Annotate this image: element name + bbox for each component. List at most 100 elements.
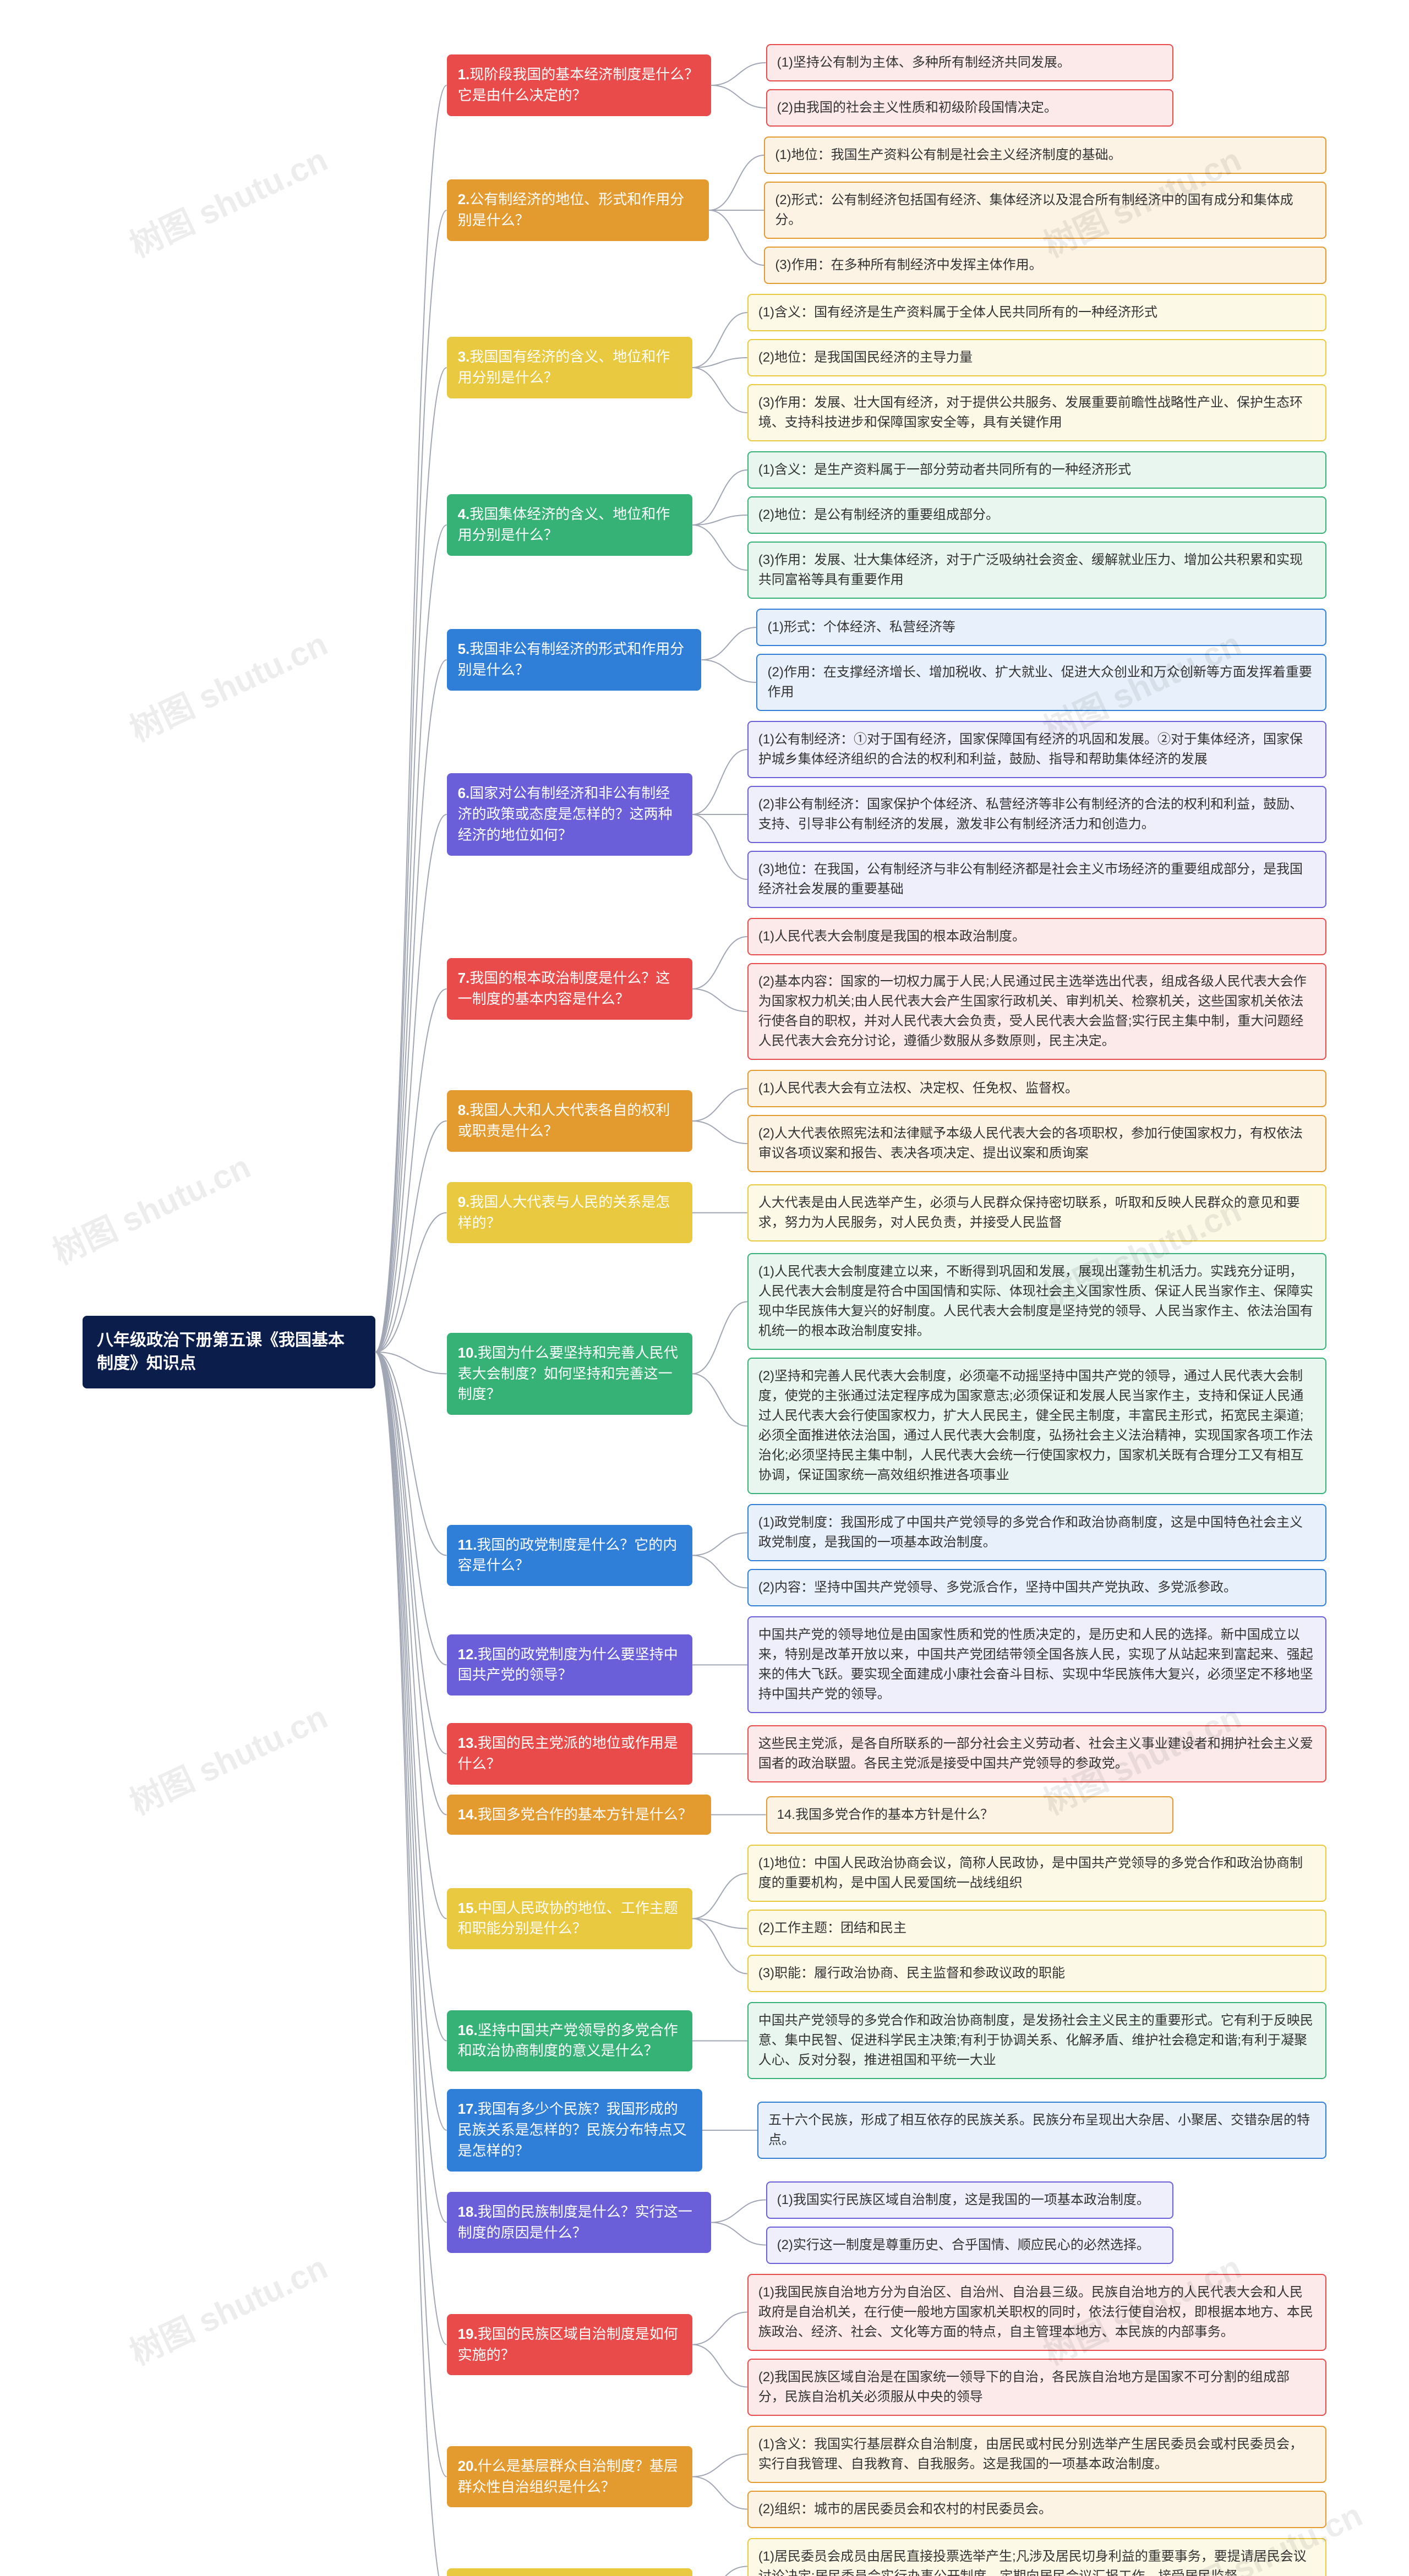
level1-column: 1.现阶段我国的基本经济制度是什么？它是由什么决定的？ (1)坚持公有制为主体、多…	[447, 44, 1326, 2576]
level1-node: 7.我国的根本政治制度是什么？这一制度的基本内容是什么？	[447, 958, 692, 1019]
level1-node: 10.我国为什么要坚持和完善人民代表大会制度？如何坚持和完善这一制度？	[447, 1333, 692, 1415]
level2-node: (2)形式：公有制经济包括国有经济、集体经济以及混合所有制经济中的国有成分和集体…	[764, 182, 1326, 239]
level2-node: (1)居民委员会成员由居民直接投票选举产生;凡涉及居民切身利益的重要事务，要提请…	[747, 2538, 1326, 2576]
level2-column: (1)我国实行民族区域自治制度，这是我国的一项基本政治制度。 (2)实行这一制度是…	[766, 2181, 1173, 2264]
level2-node: 中国共产党领导的多党合作和政治协商制度，是发扬社会主义民主的重要形式。它有利于反…	[747, 2002, 1326, 2079]
branch: 19.我国的民族区域自治制度是如何实施的？ (1)我国民族自治地方分为自治区、自治…	[447, 2274, 1326, 2416]
level2-node: (1)含义：是生产资料属于一部分劳动者共同所有的一种经济形式	[747, 451, 1326, 489]
level1-node: 3.我国国有经济的含义、地位和作用分别是什么？	[447, 337, 692, 398]
level1-node: 14.我国多党合作的基本方针是什么？	[447, 1795, 711, 1835]
level2-node: (1)公有制经济：①对于国有经济，国家保障国有经济的巩固和发展。②对于集体经济，…	[747, 721, 1326, 778]
branch: 13.我国的民主党派的地位或作用是什么？ 这些民主党派，是各自所联系的一部分社会主…	[447, 1723, 1326, 1784]
branch: 18.我国的民族制度是什么？实行这一制度的原因是什么？ (1)我国实行民族区域自治…	[447, 2181, 1326, 2264]
level2-node: (1)形式：个体经济、私营经济等	[756, 609, 1326, 646]
level2-column: (1)人民代表大会制度建立以来，不断得到巩固和发展，展现出蓬勃生机活力。实践充分…	[747, 1253, 1326, 1494]
level2-column: 中国共产党领导的多党合作和政治协商制度，是发扬社会主义民主的重要形式。它有利于反…	[747, 2002, 1326, 2079]
branch: 1.现阶段我国的基本经济制度是什么？它是由什么决定的？ (1)坚持公有制为主体、多…	[447, 44, 1326, 127]
level2-node: (3)作用：发展、壮大国有经济，对于提供公共服务、发展重要前瞻性战略性产业、保护…	[747, 384, 1326, 441]
level1-node: 6.国家对公有制经济和非公有制经济的政策或态度是怎样的？这两种经济的地位如何？	[447, 773, 692, 855]
level2-node: (1)我国实行民族区域自治制度，这是我国的一项基本政治制度。	[766, 2181, 1173, 2219]
level2-node: (1)地位：我国生产资料公有制是社会主义经济制度的基础。	[764, 136, 1326, 174]
level1-node: 15.中国人民政协的地位、工作主题和职能分别是什么？	[447, 1888, 692, 1949]
level1-node: 20.什么是基层群众自治制度？基层群众性自治组织是什么？	[447, 2446, 692, 2507]
level2-node: (2)坚持和完善人民代表大会制度，必须毫不动摇坚持中国共产党的领导，通过人民代表…	[747, 1358, 1326, 1494]
level1-node: 12.我国的政党制度为什么要坚持中国共产党的领导？	[447, 1634, 692, 1696]
level2-node: (2)由我国的社会主义性质和初级阶段国情决定。	[766, 89, 1173, 127]
level2-node: (2)内容：坚持中国共产党领导、多党派合作，坚持中国共产党执政、多党派参政。	[747, 1569, 1326, 1606]
level2-node: (3)职能：履行政治协商、民主监督和参政议政的职能	[747, 1955, 1326, 1992]
level2-node: (2)组织：城市的居民委员会和农村的村民委员会。	[747, 2491, 1326, 2528]
level2-node: (2)非公有制经济：国家保护个体经济、私营经济等非公有制经济的合法的权利和利益，…	[747, 786, 1326, 843]
branch: 3.我国国有经济的含义、地位和作用分别是什么？ (1)含义：国有经济是生产资料属于…	[447, 294, 1326, 441]
level1-node: 5.我国非公有制经济的形式和作用分别是什么？	[447, 629, 702, 690]
level2-node: (1)含义：我国实行基层群众自治制度，由居民或村民分别选举产生居民委员会或村民委…	[747, 2426, 1326, 2483]
level1-node: 4.我国集体经济的含义、地位和作用分别是什么？	[447, 494, 692, 555]
level2-node: (1)人民代表大会有立法权、决定权、任免权、监督权。	[747, 1070, 1326, 1107]
level2-node: 人大代表是由人民选举产生，必须与人民群众保持密切联系，听取和反映人民群众的意见和…	[747, 1184, 1326, 1241]
branch: 9.我国人大代表与人民的关系是怎样的？ 人大代表是由人民选举产生，必须与人民群众保…	[447, 1182, 1326, 1243]
level2-column: 五十六个民族，形成了相互依存的民族关系。民族分布呈现出大杂居、小聚居、交错杂居的…	[757, 2102, 1326, 2159]
level2-column: 人大代表是由人民选举产生，必须与人民群众保持密切联系，听取和反映人民群众的意见和…	[747, 1184, 1326, 1241]
branch: 15.中国人民政协的地位、工作主题和职能分别是什么？ (1)地位：中国人民政治协商…	[447, 1845, 1326, 1992]
level1-node: 9.我国人大代表与人民的关系是怎样的？	[447, 1182, 692, 1243]
level1-node: 2.公有制经济的地位、形式和作用分别是什么？	[447, 179, 709, 240]
level2-node: (1)人民代表大会制度建立以来，不断得到巩固和发展，展现出蓬勃生机活力。实践充分…	[747, 1253, 1326, 1350]
root-column: 八年级政治下册第五课《我国基本制度》知识点	[83, 1316, 375, 1388]
level2-node: 五十六个民族，形成了相互依存的民族关系。民族分布呈现出大杂居、小聚居、交错杂居的…	[757, 2102, 1326, 2159]
canvas: 八年级政治下册第五课《我国基本制度》知识点 1.现阶段我国的基本经济制度是什么？…	[0, 0, 1409, 2576]
level2-node: (3)作用：发展、壮大集体经济，对于广泛吸纳社会资金、缓解就业压力、增加公共积累…	[747, 542, 1326, 599]
level2-column: (1)含义：是生产资料属于一部分劳动者共同所有的一种经济形式 (2)地位：是公有制…	[747, 451, 1326, 599]
branch: 2.公有制经济的地位、形式和作用分别是什么？ (1)地位：我国生产资料公有制是社会…	[447, 136, 1326, 284]
level1-node: 19.我国的民族区域自治制度是如何实施的？	[447, 2314, 692, 2375]
branch: 10.我国为什么要坚持和完善人民代表大会制度？如何坚持和完善这一制度？ (1)人民…	[447, 1253, 1326, 1494]
level2-node: (3)作用：在多种所有制经济中发挥主体作用。	[764, 247, 1326, 284]
level2-column: (1)坚持公有制为主体、多种所有制经济共同发展。 (2)由我国的社会主义性质和初级…	[766, 44, 1173, 127]
level2-node: (1)我国民族自治地方分为自治区、自治州、自治县三级。民族自治地方的人民代表大会…	[747, 2274, 1326, 2351]
level1-node: 13.我国的民主党派的地位或作用是什么？	[447, 1723, 692, 1784]
level2-node: (1)政党制度：我国形成了中国共产党领导的多党合作和政治协商制度，这是中国特色社…	[747, 1504, 1326, 1561]
branch: 6.国家对公有制经济和非公有制经济的政策或态度是怎样的？这两种经济的地位如何？ (…	[447, 721, 1326, 908]
level2-node: (2)基本内容：国家的一切权力属于人民;人民通过民主选举选出代表，组成各级人民代…	[747, 963, 1326, 1060]
level2-column: (1)形式：个体经济、私营经济等 (2)作用：在支撑经济增长、增加税收、扩大就业、…	[756, 609, 1326, 711]
level2-column: 中国共产党的领导地位是由国家性质和党的性质决定的，是历史和人民的选择。新中国成立…	[747, 1616, 1326, 1713]
level2-node: (2)实行这一制度是尊重历史、合乎国情、顺应民心的必然选择。	[766, 2227, 1173, 2264]
level2-node: (1)坚持公有制为主体、多种所有制经济共同发展。	[766, 44, 1173, 81]
level1-node: 1.现阶段我国的基本经济制度是什么？它是由什么决定的？	[447, 54, 711, 116]
branch: 5.我国非公有制经济的形式和作用分别是什么？ (1)形式：个体经济、私营经济等 (2…	[447, 609, 1326, 711]
level1-node: 17.我国有多少个民族？我国形成的民族关系是怎样的？民族分布特点又是怎样的？	[447, 2089, 702, 2171]
branch: 20.什么是基层群众自治制度？基层群众性自治组织是什么？ (1)含义：我国实行基层…	[447, 2426, 1326, 2528]
level2-node: (1)含义：国有经济是生产资料属于全体人民共同所有的一种经济形式	[747, 294, 1326, 331]
level1-node: 8.我国人大和人大代表各自的权利或职责是什么？	[447, 1090, 692, 1151]
level2-node: (1)地位：中国人民政治协商会议，简称人民政协，是中国共产党领导的多党合作和政治…	[747, 1845, 1326, 1902]
level1-node: 16.坚持中国共产党领导的多党合作和政治协商制度的意义是什么？	[447, 2010, 692, 2071]
level2-column: (1)人民代表大会有立法权、决定权、任免权、监督权。 (2)人大代表依照宪法和法律…	[747, 1070, 1326, 1172]
level2-node: (2)作用：在支撑经济增长、增加税收、扩大就业、促进大众创业和万众创新等方面发挥…	[756, 654, 1326, 711]
branch: 14.我国多党合作的基本方针是什么？ 14.我国多党合作的基本方针是什么？	[447, 1795, 1326, 1835]
level2-node: (2)工作主题：团结和民主	[747, 1910, 1326, 1947]
level2-column: (1)我国民族自治地方分为自治区、自治州、自治县三级。民族自治地方的人民代表大会…	[747, 2274, 1326, 2416]
level2-column: (1)居民委员会成员由居民直接投票选举产生;凡涉及居民切身利益的重要事务，要提请…	[747, 2538, 1326, 2576]
level2-node: 这些民主党派，是各自所联系的一部分社会主义劳动者、社会主义事业建设者和拥护社会主…	[747, 1725, 1326, 1782]
branch: 21.居民委员会和村民委员会的产生及与居民(村民)的关系是怎样的？(1)居民委员…	[447, 2538, 1326, 2576]
level1-node: 11.我国的政党制度是什么？它的内容是什么？	[447, 1525, 692, 1586]
branch: 8.我国人大和人大代表各自的权利或职责是什么？ (1)人民代表大会有立法权、决定权…	[447, 1070, 1326, 1172]
level2-column: (1)公有制经济：①对于国有经济，国家保障国有经济的巩固和发展。②对于集体经济，…	[747, 721, 1326, 908]
level2-node: (1)人民代表大会制度是我国的根本政治制度。	[747, 918, 1326, 955]
branch: 17.我国有多少个民族？我国形成的民族关系是怎样的？民族分布特点又是怎样的？ 五十…	[447, 2089, 1326, 2171]
level2-column: (1)政党制度：我国形成了中国共产党领导的多党合作和政治协商制度，这是中国特色社…	[747, 1504, 1326, 1606]
level2-column: (1)含义：国有经济是生产资料属于全体人民共同所有的一种经济形式 (2)地位：是我…	[747, 294, 1326, 441]
level2-node: (2)人大代表依照宪法和法律赋予本级人民代表大会的各项职权，参加行使国家权力，有…	[747, 1115, 1326, 1172]
branch: 12.我国的政党制度为什么要坚持中国共产党的领导？ 中国共产党的领导地位是由国家性…	[447, 1616, 1326, 1713]
branch: 11.我国的政党制度是什么？它的内容是什么？ (1)政党制度：我国形成了中国共产党…	[447, 1504, 1326, 1606]
branch: 4.我国集体经济的含义、地位和作用分别是什么？ (1)含义：是生产资料属于一部分劳…	[447, 451, 1326, 599]
level2-node: 14.我国多党合作的基本方针是什么？	[766, 1796, 1173, 1834]
level2-node: (2)地位：是我国国民经济的主导力量	[747, 339, 1326, 376]
level2-node: (2)地位：是公有制经济的重要组成部分。	[747, 496, 1326, 534]
mindmap-container: 八年级政治下册第五课《我国基本制度》知识点 1.现阶段我国的基本经济制度是什么？…	[0, 0, 1409, 2576]
branch: 7.我国的根本政治制度是什么？这一制度的基本内容是什么？ (1)人民代表大会制度是…	[447, 918, 1326, 1060]
level2-column: 这些民主党派，是各自所联系的一部分社会主义劳动者、社会主义事业建设者和拥护社会主…	[747, 1725, 1326, 1782]
level2-column: (1)地位：我国生产资料公有制是社会主义经济制度的基础。 (2)形式：公有制经济包…	[764, 136, 1326, 284]
branch: 16.坚持中国共产党领导的多党合作和政治协商制度的意义是什么？ 中国共产党领导的多…	[447, 2002, 1326, 2079]
level1-node: 18.我国的民族制度是什么？实行这一制度的原因是什么？	[447, 2192, 711, 2253]
level2-node: (3)地位：在我国，公有制经济与非公有制经济都是社会主义市场经济的重要组成部分，…	[747, 851, 1326, 908]
